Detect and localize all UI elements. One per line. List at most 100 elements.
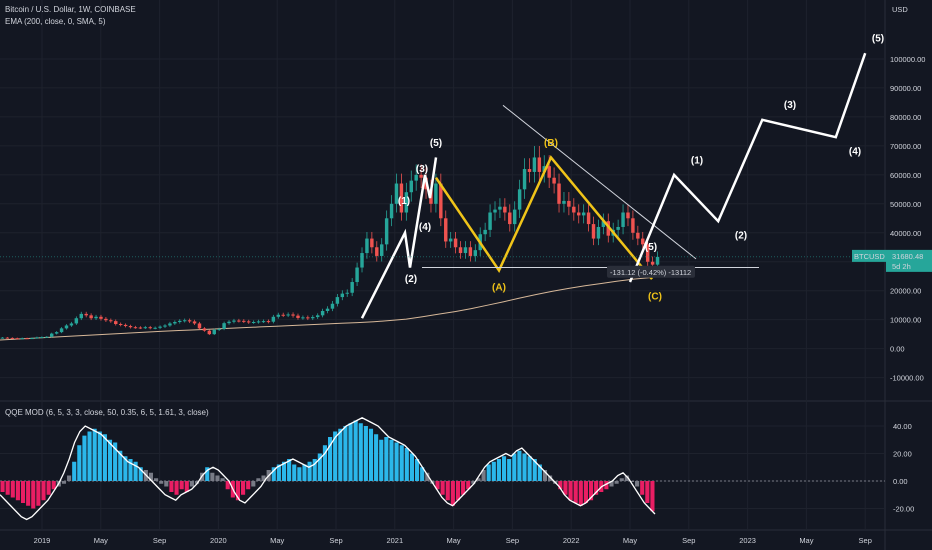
qqe-bar (573, 481, 578, 503)
qqe-bar (328, 437, 333, 481)
candle-body (601, 221, 606, 227)
candle-body (99, 316, 103, 319)
qqe-bar (169, 481, 174, 492)
wave-labels: (1) (2) (3) (4) (5) (A) (B) (C) (1) (2) (3) (4) (5) (… (398, 34, 884, 303)
qqe-bar (36, 481, 41, 506)
price-tick-label: 10000.00 (890, 316, 921, 325)
qqe-bar (189, 481, 194, 487)
time-axis-label: Sep (859, 536, 872, 545)
measure-label: -131.12 (-0.42%) -13112 (610, 268, 691, 277)
qqe-bar (317, 453, 322, 481)
qqe-bar (640, 481, 645, 495)
price-tick-label: 50000.00 (890, 200, 921, 209)
candle-body (596, 226, 601, 239)
candle-body (439, 183, 443, 219)
candle-body (123, 324, 128, 327)
ema-line (0, 277, 651, 341)
qqe-bar (72, 461, 77, 481)
candle-body (463, 247, 468, 254)
qqe-bar (588, 481, 594, 501)
qqe-bar (450, 481, 455, 506)
qqe-bar (384, 437, 389, 481)
qqe-bar (507, 459, 512, 481)
qqe-bar (635, 481, 640, 487)
candle-body (557, 183, 561, 204)
qqe-bar (578, 481, 583, 506)
candle-body (350, 282, 354, 293)
candle-body (59, 328, 64, 333)
price-tick-label: 90000.00 (890, 84, 921, 93)
wave-label: (3) (416, 164, 428, 175)
symbol-legend[interactable]: Bitcoin / U.S. Dollar, 1W, COINBASE (5, 5, 136, 14)
trend-line[interactable] (502, 104, 697, 260)
candle-body (197, 323, 202, 329)
price-tick-label: 60000.00 (890, 171, 921, 180)
price-tick-label: 70000.00 (890, 142, 921, 151)
candle-body (296, 315, 300, 318)
qqe-bar (77, 445, 82, 481)
time-axis: 2019 May Sep 2020 May Sep 2021 May Sep 2022 May Sep… (34, 536, 872, 545)
qqe-bar (440, 481, 445, 495)
qqe-bar (409, 453, 414, 481)
qqe-bar (128, 459, 133, 481)
wave-label: (4) (419, 222, 431, 233)
candle-body (458, 247, 463, 254)
time-axis-label: Sep (329, 536, 342, 545)
qqe-bar (297, 467, 302, 481)
qqe-bar (10, 481, 15, 498)
wave-label: (5) (430, 138, 442, 149)
qqe-tick-label: -20.00 (893, 505, 914, 514)
qqe-bar (256, 478, 261, 481)
qqe-bar (87, 431, 92, 481)
candle-body (192, 321, 197, 324)
qqe-bar (420, 467, 425, 481)
candle-body (537, 157, 542, 172)
candle-body (345, 292, 349, 294)
candle-body (522, 169, 527, 190)
qqe-bar (522, 453, 527, 481)
qqe-bar (542, 470, 548, 481)
qqe-bar (15, 481, 20, 501)
qqe-bar (629, 481, 635, 482)
candle-body (503, 206, 507, 213)
ema-legend[interactable]: EMA (200, close, 0, SMA, 5) (5, 17, 106, 26)
qqe-bar (353, 420, 358, 481)
qqe-bar (113, 442, 118, 481)
qqe-bar (358, 423, 363, 481)
candle-body (330, 303, 335, 309)
candle-body (178, 320, 182, 322)
time-axis-label: 2019 (34, 536, 51, 545)
candle-body (222, 323, 226, 329)
qqe-bar (184, 481, 189, 492)
qqe-bar (486, 464, 491, 481)
candle-body (276, 314, 281, 317)
time-axis-label: May (94, 536, 108, 545)
candle-body (311, 317, 315, 319)
qqe-bar (445, 481, 450, 501)
candle-body (138, 327, 143, 329)
qqe-legend[interactable]: QQE MOD (6, 5, 3, 3, close, 50, 0.35, 6,… (5, 408, 209, 417)
qqe-bar (466, 481, 471, 490)
qqe-bar (568, 481, 573, 501)
qqe-bar (5, 481, 10, 495)
qqe-bar (609, 481, 614, 487)
candle-body (271, 316, 276, 322)
candle-body (232, 320, 236, 322)
candle-body (173, 322, 177, 324)
candle-body (542, 166, 546, 172)
qqe-bar (374, 434, 379, 481)
qqe-bar (619, 478, 624, 481)
price-badge-time: 5d 2h (892, 262, 911, 271)
qqe-bar (261, 475, 266, 481)
candle-body (636, 232, 640, 239)
qqe-bar (333, 431, 338, 481)
candle-body (301, 317, 305, 319)
candle-body (547, 166, 551, 178)
candle-body (517, 189, 522, 210)
candle-body (621, 212, 625, 227)
qqe-bar (537, 464, 542, 481)
wave-label: (3) (784, 100, 796, 111)
qqe-bar (107, 439, 113, 481)
wave-label: (1) (691, 155, 703, 166)
